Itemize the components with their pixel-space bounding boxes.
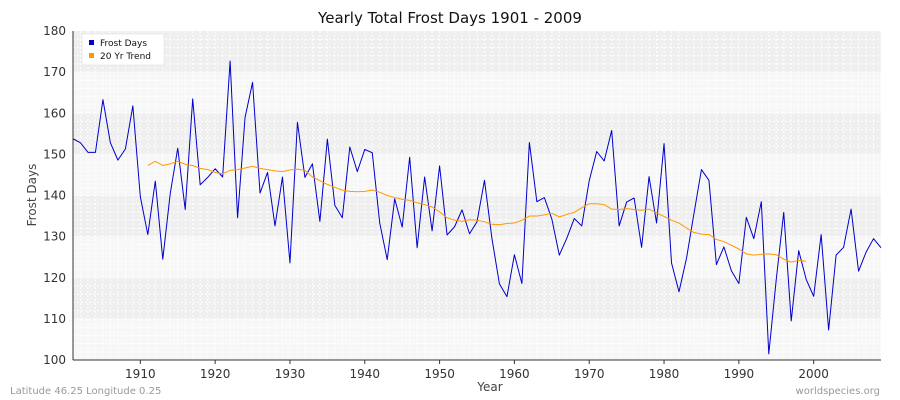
- footer-coordinates: Latitude 46.25 Longitude 0.25: [10, 386, 161, 397]
- legend-swatch-trend: [89, 53, 94, 58]
- chart-title: Yearly Total Frost Days 1901 - 2009: [317, 9, 582, 27]
- y-tick-label: 130: [43, 230, 66, 244]
- x-tick-label: 1940: [350, 367, 381, 381]
- legend-swatch-frost-days: [89, 40, 94, 45]
- y-tick-label: 160: [43, 106, 66, 120]
- x-tick-label: 1970: [574, 367, 605, 381]
- series-line-20yr-trend: [147, 160, 807, 263]
- y-tick-label: 110: [43, 312, 66, 326]
- x-tick-label: 1960: [499, 367, 530, 381]
- legend-label-frost-days: Frost Days: [100, 39, 147, 49]
- series-lines: [72, 60, 882, 355]
- x-tick-label: 1930: [275, 367, 306, 381]
- legend-label-trend: 20 Yr Trend: [100, 52, 151, 62]
- footer-source: worldspecies.org: [796, 386, 880, 397]
- series-line-frost-days: [72, 60, 882, 355]
- x-tick-label: 1950: [424, 367, 455, 381]
- legend-box: [81, 33, 165, 66]
- x-axis-title: Year: [476, 380, 502, 394]
- y-tick-label: 180: [43, 24, 66, 38]
- x-tick-label: 1910: [125, 367, 156, 381]
- y-axis-title: Frost Days: [25, 164, 39, 227]
- y-tick-label: 120: [43, 271, 66, 285]
- x-tick-label: 2000: [798, 367, 829, 381]
- y-tick-label: 150: [43, 147, 66, 161]
- x-tick-label: 1980: [649, 367, 680, 381]
- grid-lines: [72, 31, 882, 360]
- x-tick-label: 1920: [200, 367, 231, 381]
- axes: 100 110 120 130 140 150 160 170 180 1910 1920 1930 1…: [43, 24, 881, 381]
- y-tick-label: 170: [43, 65, 66, 79]
- y-tick-label: 140: [43, 189, 66, 203]
- y-tick-label: 100: [43, 353, 66, 367]
- legend: Frost Days 20 Yr Trend: [81, 33, 165, 66]
- x-tick-label: 1990: [724, 367, 755, 381]
